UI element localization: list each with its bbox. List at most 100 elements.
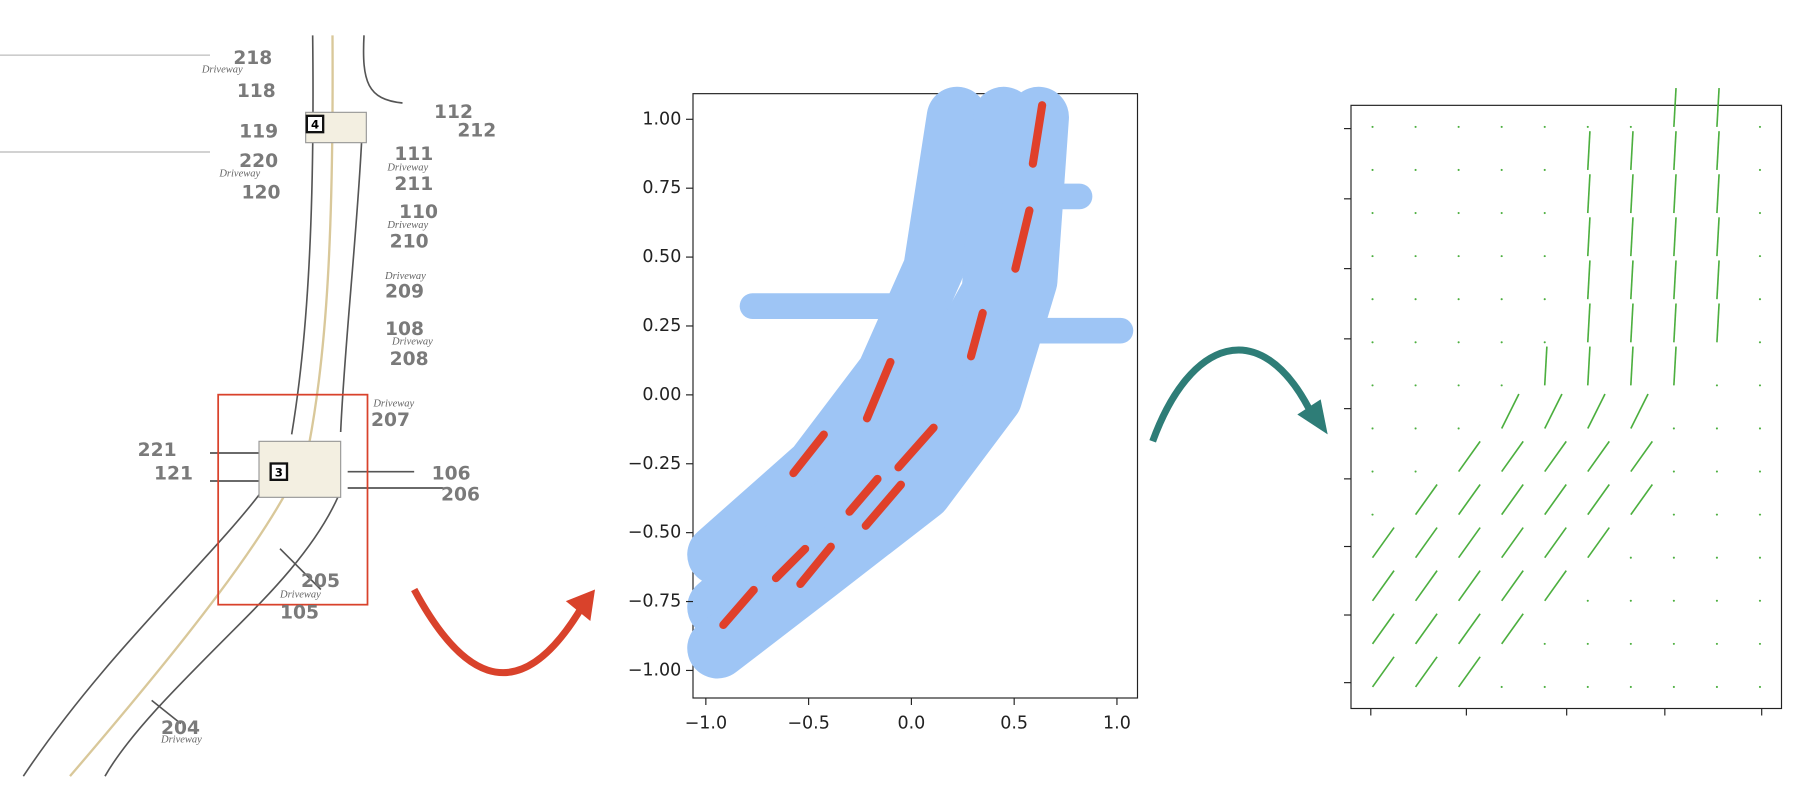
vector	[1630, 131, 1634, 171]
zero-vector	[1672, 513, 1675, 516]
zero-vector	[1543, 298, 1546, 301]
zero-vector	[1672, 427, 1675, 430]
zero-vector	[1457, 168, 1460, 172]
vector	[1371, 613, 1395, 645]
zero-vector	[1758, 427, 1762, 430]
vector	[1543, 346, 1548, 386]
zero-vector	[1629, 556, 1632, 559]
zero-vector	[1414, 341, 1417, 344]
node-label: 119	[239, 122, 278, 143]
driveway-label: Driveway	[279, 590, 321, 601]
vector	[1371, 570, 1395, 602]
vector	[1630, 260, 1634, 300]
vector	[1414, 527, 1438, 559]
vector	[1630, 303, 1634, 343]
zero-vector	[1414, 427, 1417, 430]
y-tick-label: −0.50	[628, 523, 682, 543]
zero-vector	[1543, 125, 1546, 128]
vector	[1673, 174, 1677, 214]
zero-vector	[1371, 427, 1374, 430]
zero-vector	[1629, 125, 1632, 128]
zero-vector	[1457, 427, 1460, 430]
road-edge	[210, 452, 444, 489]
zero-vector	[1371, 211, 1374, 215]
vector	[1716, 88, 1720, 127]
node-label: 210	[390, 231, 429, 252]
zero-vector	[1715, 642, 1718, 645]
zero-vector	[1672, 685, 1675, 689]
zero-vector	[1371, 470, 1374, 473]
vector	[1716, 174, 1720, 214]
zero-vector	[1500, 298, 1503, 301]
trajectory	[789, 430, 828, 478]
zero-vector	[1758, 255, 1762, 258]
vector	[1414, 656, 1438, 688]
zero-vector	[1371, 125, 1374, 128]
zero-vector	[1715, 384, 1718, 387]
arrow-head	[1297, 399, 1328, 435]
vector	[1716, 260, 1720, 300]
vector	[1630, 174, 1634, 214]
zero-vector	[1629, 642, 1632, 645]
vector	[1414, 613, 1438, 645]
arrow-red	[411, 587, 587, 676]
node-label: 106	[432, 464, 471, 485]
zero-vector	[1758, 642, 1762, 645]
zero-vector	[1414, 168, 1417, 172]
zero-vector	[1629, 685, 1632, 689]
zero-vector	[1715, 599, 1718, 602]
map	[0, 35, 444, 777]
zero-vector	[1457, 298, 1460, 301]
zero-vector	[1715, 470, 1718, 473]
y-tick-label: 0.25	[642, 316, 681, 336]
trajectory	[719, 585, 758, 630]
y-tick-label: −0.25	[628, 454, 682, 474]
zero-vector	[1371, 513, 1374, 516]
zero-vector	[1758, 556, 1762, 559]
zero-vector	[1543, 685, 1546, 689]
vector	[1586, 217, 1591, 257]
zero-vector	[1758, 599, 1762, 602]
zero-vector	[1586, 125, 1589, 128]
vector	[1544, 527, 1567, 559]
vector	[1501, 527, 1524, 559]
zero-vector	[1672, 556, 1675, 559]
vector	[1544, 483, 1567, 516]
axes-frame	[1350, 104, 1783, 710]
driveway-label: Driveway	[386, 163, 428, 174]
trajectory	[861, 480, 905, 530]
zero-vector	[1457, 384, 1460, 387]
vector	[1371, 527, 1395, 559]
trajectory	[862, 357, 895, 423]
zero-vector	[1543, 211, 1546, 215]
node-label: 121	[154, 464, 193, 485]
vector	[1500, 393, 1520, 429]
vector	[1630, 346, 1634, 386]
zero-vector	[1457, 125, 1460, 128]
vector	[1586, 131, 1591, 171]
zero-vector	[1500, 168, 1503, 172]
vector	[1371, 656, 1395, 688]
signal-label: 4	[311, 118, 319, 132]
node-label: 209	[385, 282, 424, 303]
vector	[1673, 131, 1677, 171]
curved-arrows	[411, 346, 1328, 676]
vector	[1716, 131, 1720, 171]
y-tick-label: 1.00	[642, 109, 681, 129]
node-label: 108	[385, 319, 424, 340]
vector	[1630, 217, 1634, 257]
zero-vector	[1543, 168, 1546, 172]
vector	[1673, 88, 1677, 127]
zero-vector	[1414, 211, 1417, 215]
node-label: 211	[394, 174, 433, 195]
x-tick-label: 1.0	[1103, 714, 1131, 734]
vector	[1586, 260, 1591, 300]
road-edge	[22, 489, 340, 777]
vector	[1716, 217, 1720, 257]
zero-vector	[1500, 125, 1503, 128]
x-tick-label: 0.5	[1000, 714, 1028, 734]
zero-vector	[1414, 384, 1417, 387]
vector	[1586, 303, 1591, 343]
lane-region	[687, 86, 1035, 638]
zero-vector	[1371, 298, 1374, 301]
